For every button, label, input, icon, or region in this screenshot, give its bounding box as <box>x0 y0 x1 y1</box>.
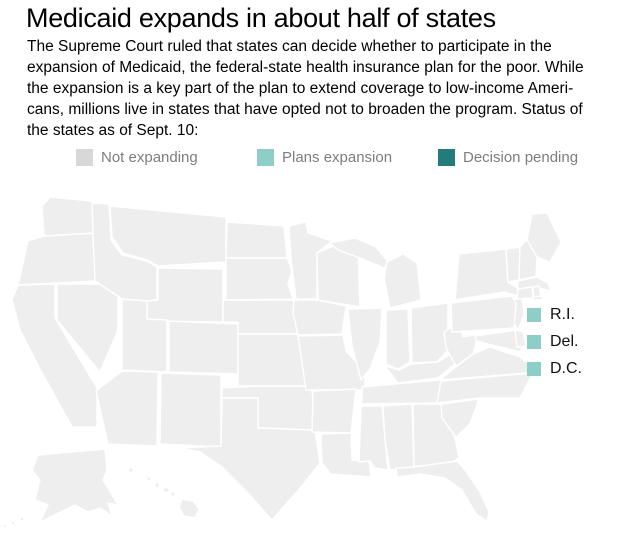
state-IN <box>385 308 411 370</box>
state-HI-island <box>127 466 135 474</box>
legend-swatch-not-expanding <box>76 149 93 166</box>
state-CA <box>11 283 98 428</box>
state-HI-big-island <box>178 498 200 519</box>
state-ND <box>225 221 288 259</box>
state-AR <box>311 388 357 434</box>
state-PA <box>450 295 517 333</box>
state-IA <box>292 299 347 336</box>
callout-swatch-DC <box>527 362 541 376</box>
callout-swatch-DE <box>527 335 541 349</box>
state-MS <box>358 405 389 471</box>
state-HI-island <box>146 476 152 482</box>
callout-label: R.I. <box>550 306 575 323</box>
state-GA <box>412 403 460 468</box>
state-SC <box>440 398 480 438</box>
state-SD <box>225 257 294 301</box>
state-AK-aleutian-island <box>2 523 8 529</box>
callout-label: Del. <box>550 333 579 350</box>
state-AK <box>31 448 119 523</box>
legend-label: Not expanding <box>101 149 198 166</box>
callout-dc: D.C. <box>527 360 582 378</box>
state-AK-aleutian-island <box>10 520 16 526</box>
state-CO <box>168 320 239 375</box>
state-VA <box>439 346 534 381</box>
state-ID <box>91 202 158 302</box>
state-FL <box>395 460 490 522</box>
legend-item-plans-expansion: Plans expansion <box>257 149 392 166</box>
intro-text: The Supreme Court ruled that states can … <box>27 38 584 139</box>
state-LA <box>320 432 372 478</box>
callout-rhode-island: R.I. <box>527 306 575 324</box>
page-title: Medicaid expands in about half of states <box>26 3 496 33</box>
state-MI <box>383 253 422 309</box>
callout-swatch-RI <box>527 308 541 322</box>
state-KS <box>237 333 307 387</box>
state-WY <box>146 267 224 323</box>
state-OR <box>17 232 97 286</box>
state-AK-aleutian-island <box>19 516 25 522</box>
state-HI-island <box>162 486 170 494</box>
state-MT <box>109 205 227 267</box>
state-AZ <box>95 370 159 447</box>
state-OH <box>410 302 449 364</box>
state-CT <box>516 286 534 300</box>
legend-label: Decision pending <box>463 149 579 166</box>
state-WA <box>41 196 97 240</box>
state-IL <box>347 307 383 381</box>
state-HI-island <box>170 491 176 497</box>
state-UT <box>121 298 168 373</box>
state-TX <box>177 397 321 521</box>
legend-swatch-plans-expansion <box>257 149 274 166</box>
state-ME <box>526 212 562 263</box>
callout-delaware: Del. <box>527 333 578 351</box>
state-DE <box>514 329 527 348</box>
legend-item-not-expanding: Not expanding <box>76 149 198 166</box>
legend-swatch-decision-pending <box>438 149 455 166</box>
state-HI-island <box>153 481 161 489</box>
legend-label: Plans expansion <box>282 149 393 166</box>
state-RI <box>532 285 542 298</box>
legend-item-decision-pending: Decision pending <box>438 149 578 166</box>
callout-label: D.C. <box>550 360 582 377</box>
state-AL <box>382 403 415 471</box>
state-NM <box>159 372 222 448</box>
